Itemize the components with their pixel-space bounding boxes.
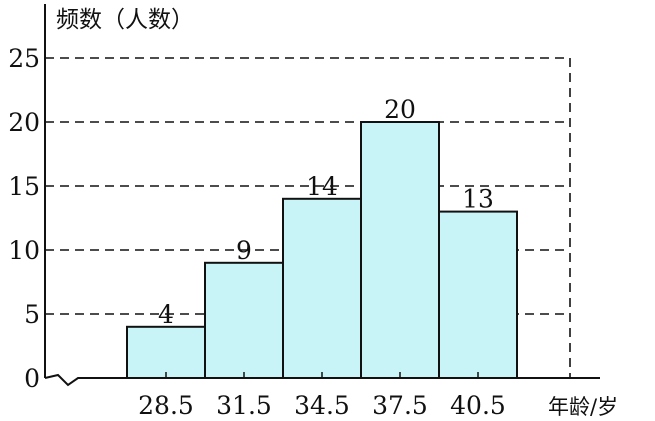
data-label: 9	[236, 236, 252, 265]
bar-28.5	[126, 325, 206, 379]
x-tick-label: 34.5	[294, 391, 350, 420]
y-tick-label: 5	[24, 300, 40, 329]
bars	[126, 121, 518, 379]
y-tick-label: 0	[24, 364, 40, 393]
bar-34.5	[282, 197, 362, 379]
y-tick-label: 15	[8, 172, 40, 201]
x-axis-with-break	[44, 373, 600, 387]
x-tick-labels: 28.5 31.5 34.5 37.5 40.5	[138, 391, 506, 420]
x-tick-label: 37.5	[372, 391, 428, 420]
data-label: 13	[462, 185, 494, 214]
x-tick-label: 40.5	[450, 391, 506, 420]
bar-31.5	[204, 261, 284, 379]
y-tick-label: 20	[8, 108, 40, 137]
data-label: 14	[306, 172, 338, 201]
y-tick-label: 10	[8, 236, 40, 265]
y-axis-label: 频数（人数）	[56, 7, 194, 33]
data-label: 4	[158, 300, 174, 329]
data-label: 20	[384, 95, 416, 124]
x-tick-label: 28.5	[138, 391, 194, 420]
x-axis-label: 年龄/岁	[548, 395, 618, 419]
y-tick-labels: 0 5 10 15 20 25	[8, 44, 40, 393]
bar-37.5	[360, 121, 440, 379]
data-labels: 4 9 14 20 13	[158, 95, 494, 329]
x-tick-label: 31.5	[216, 391, 272, 420]
bar-40.5	[438, 210, 518, 379]
y-tick-label: 25	[8, 44, 40, 73]
